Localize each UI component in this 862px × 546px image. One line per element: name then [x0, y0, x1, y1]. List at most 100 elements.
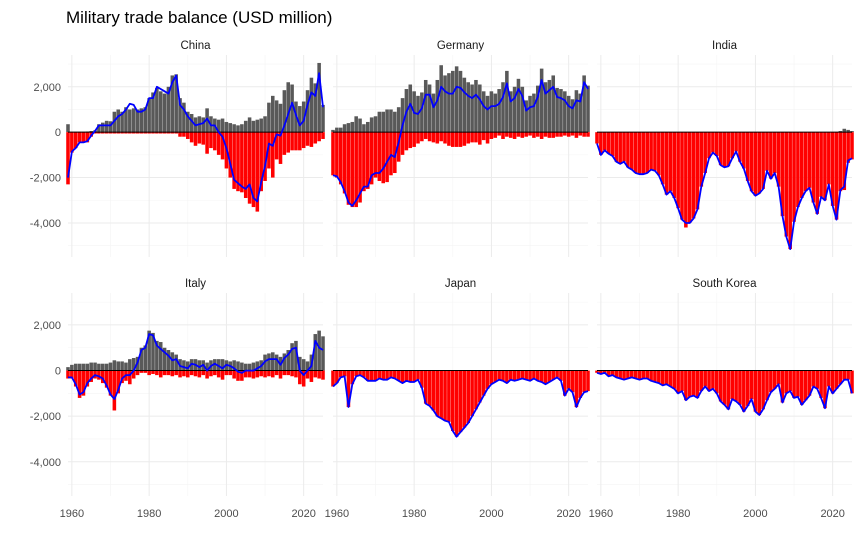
export-bar — [377, 111, 382, 133]
imports-series — [331, 132, 590, 208]
import-bar — [197, 370, 202, 378]
import-bar — [73, 370, 78, 387]
import-bar — [251, 132, 256, 208]
import-bar — [228, 132, 233, 178]
import-bar — [493, 370, 498, 382]
import-bar — [846, 132, 850, 163]
exports-series — [838, 128, 854, 133]
panel-italy: Italy — [66, 278, 325, 496]
import-bar — [637, 370, 642, 380]
panel-title: South Korea — [693, 278, 758, 290]
export-bar — [162, 347, 167, 371]
chart-title: Military trade balance (USD million) — [66, 8, 332, 27]
import-bar — [443, 132, 447, 144]
import-bar — [216, 132, 221, 155]
import-bar — [305, 370, 310, 379]
import-bar — [645, 132, 650, 174]
export-bar — [559, 89, 563, 133]
import-bar — [143, 132, 148, 134]
import-bar — [745, 132, 750, 181]
export-bar — [478, 84, 482, 133]
import-bar — [819, 370, 823, 398]
import-bar — [819, 132, 823, 197]
import-bar — [753, 132, 758, 196]
import-bar — [278, 132, 283, 164]
import-bar — [626, 370, 630, 379]
panel-india: India — [595, 40, 854, 257]
export-bar — [93, 362, 97, 371]
import-bar — [462, 370, 467, 428]
import-bar — [614, 370, 619, 378]
import-bar — [730, 370, 735, 400]
import-bar — [481, 370, 486, 396]
import-bar — [274, 132, 279, 160]
import-bar — [423, 370, 428, 404]
export-bar — [474, 79, 478, 133]
imports-series — [331, 370, 590, 437]
import-bar — [834, 132, 839, 220]
x-tick-label: 1980 — [402, 508, 426, 520]
import-bar — [151, 370, 155, 374]
export-bar — [89, 131, 93, 133]
import-bar — [100, 370, 105, 384]
import-bar — [178, 370, 182, 378]
export-bar — [158, 91, 163, 133]
import-bar — [66, 132, 70, 185]
import-bar — [539, 370, 544, 382]
import-bar — [637, 132, 642, 175]
import-bar — [267, 370, 271, 377]
export-bar — [317, 330, 321, 371]
import-bar — [377, 132, 382, 181]
import-bar — [263, 132, 267, 181]
import-bar — [578, 370, 583, 398]
export-bar — [574, 90, 579, 133]
import-bar — [232, 370, 236, 379]
import-bar — [220, 132, 225, 160]
import-bar — [772, 132, 777, 174]
import-bar — [811, 132, 816, 203]
export-bar — [485, 95, 490, 133]
export-bar — [508, 91, 513, 133]
import-bar — [408, 370, 413, 382]
export-bar — [342, 124, 347, 133]
import-bar — [660, 370, 665, 386]
import-bar — [201, 370, 206, 376]
import-bar — [850, 132, 854, 160]
import-bar — [335, 132, 339, 178]
import-bar — [838, 370, 843, 385]
exports-series — [331, 65, 590, 133]
import-bar — [563, 370, 567, 396]
import-bar — [385, 132, 389, 183]
export-bar — [85, 363, 90, 371]
import-bar — [738, 132, 742, 162]
import-bar — [757, 370, 762, 416]
imports-series — [66, 132, 325, 212]
export-bar — [255, 361, 260, 371]
export-bar — [381, 111, 386, 133]
export-bar — [216, 359, 221, 371]
export-bar — [524, 100, 528, 133]
y-tick-label: 0 — [55, 127, 61, 139]
export-bar — [274, 100, 279, 133]
import-bar — [274, 370, 279, 376]
import-bar — [474, 370, 478, 410]
gridlines — [68, 293, 323, 496]
import-bar — [155, 132, 159, 134]
x-tick-label: 1960 — [325, 508, 349, 520]
import-bar — [447, 132, 451, 146]
import-bar — [116, 370, 121, 394]
import-bar — [559, 370, 563, 381]
import-bar — [478, 370, 482, 403]
import-bar — [618, 132, 622, 164]
import-bar — [599, 370, 603, 374]
export-bar — [294, 340, 298, 371]
export-bar — [243, 363, 248, 371]
import-bar — [255, 370, 260, 378]
import-bar — [602, 132, 607, 151]
export-bar — [155, 87, 159, 133]
panel-title: India — [712, 40, 738, 52]
import-bar — [711, 370, 715, 389]
import-bar — [358, 132, 362, 203]
y-tick-label: 2,000 — [33, 320, 61, 332]
import-bar — [412, 132, 416, 147]
